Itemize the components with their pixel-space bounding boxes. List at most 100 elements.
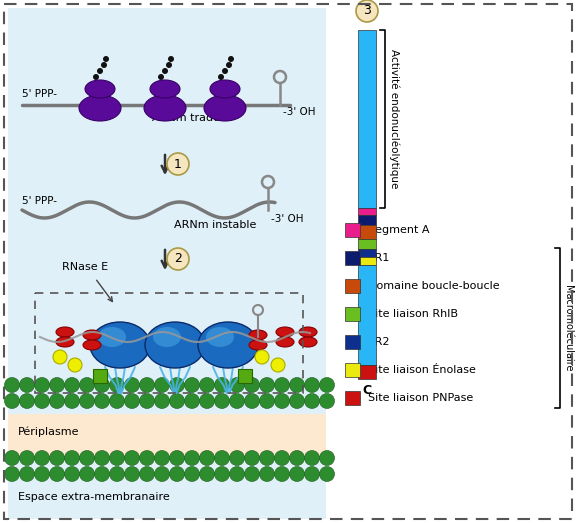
Bar — [345, 223, 360, 237]
Circle shape — [94, 393, 109, 408]
Circle shape — [154, 378, 169, 392]
Ellipse shape — [249, 330, 267, 340]
Bar — [345, 335, 360, 349]
Ellipse shape — [98, 327, 126, 347]
Circle shape — [260, 450, 275, 465]
Circle shape — [65, 393, 79, 408]
Circle shape — [244, 378, 260, 392]
Text: Domaine boucle-boucle: Domaine boucle-boucle — [368, 281, 499, 291]
Circle shape — [68, 358, 82, 372]
Text: Espace extra-membranaire: Espace extra-membranaire — [18, 492, 170, 502]
Circle shape — [305, 393, 320, 408]
Ellipse shape — [153, 327, 181, 347]
Bar — [358, 257, 376, 265]
Ellipse shape — [206, 327, 234, 347]
Circle shape — [20, 378, 35, 392]
Circle shape — [94, 450, 109, 465]
Bar — [238, 369, 252, 383]
Circle shape — [101, 62, 107, 68]
Circle shape — [154, 467, 169, 482]
Ellipse shape — [144, 95, 186, 121]
Bar — [358, 225, 376, 239]
Circle shape — [184, 393, 199, 408]
Bar — [8, 8, 326, 519]
Circle shape — [166, 62, 172, 68]
Ellipse shape — [56, 337, 74, 347]
Circle shape — [93, 74, 99, 80]
Circle shape — [229, 450, 244, 465]
Text: 5' PPP-: 5' PPP- — [22, 89, 57, 99]
Text: ARNm traduit: ARNm traduit — [152, 113, 228, 123]
Circle shape — [5, 393, 20, 408]
Circle shape — [5, 467, 20, 482]
Circle shape — [20, 467, 35, 482]
Ellipse shape — [299, 337, 317, 347]
Circle shape — [260, 378, 275, 392]
Circle shape — [79, 467, 94, 482]
Circle shape — [271, 358, 285, 372]
Ellipse shape — [56, 327, 74, 337]
Circle shape — [229, 467, 244, 482]
Ellipse shape — [276, 337, 294, 347]
Circle shape — [320, 393, 335, 408]
Circle shape — [20, 393, 35, 408]
Ellipse shape — [83, 340, 101, 350]
Circle shape — [255, 350, 269, 364]
Circle shape — [65, 450, 79, 465]
Circle shape — [305, 450, 320, 465]
Text: Site liaison Énolase: Site liaison Énolase — [368, 365, 476, 375]
Text: 5' PPP-: 5' PPP- — [22, 196, 57, 206]
Circle shape — [79, 378, 94, 392]
Bar — [345, 307, 360, 321]
Text: -3' OH: -3' OH — [271, 214, 304, 224]
Circle shape — [229, 393, 244, 408]
Circle shape — [124, 467, 139, 482]
Circle shape — [139, 393, 154, 408]
Circle shape — [50, 467, 65, 482]
Circle shape — [94, 467, 109, 482]
Ellipse shape — [83, 330, 101, 340]
Circle shape — [320, 467, 335, 482]
Circle shape — [244, 467, 260, 482]
Ellipse shape — [210, 80, 240, 98]
Circle shape — [356, 0, 378, 22]
Bar — [8, 414, 326, 456]
Circle shape — [320, 378, 335, 392]
Circle shape — [103, 56, 109, 62]
Circle shape — [305, 378, 320, 392]
Circle shape — [222, 68, 228, 74]
Text: AR2: AR2 — [368, 337, 391, 347]
Circle shape — [35, 467, 50, 482]
Circle shape — [275, 467, 290, 482]
Circle shape — [305, 467, 320, 482]
Text: Site liaison PNPase: Site liaison PNPase — [368, 393, 473, 403]
Circle shape — [35, 393, 50, 408]
Ellipse shape — [299, 327, 317, 337]
Bar — [358, 365, 376, 379]
Bar — [35, 293, 303, 393]
Circle shape — [214, 378, 229, 392]
Circle shape — [65, 467, 79, 482]
Circle shape — [109, 450, 124, 465]
Text: Périplasme: Périplasme — [18, 427, 79, 437]
Circle shape — [244, 393, 260, 408]
Circle shape — [199, 393, 214, 408]
Circle shape — [167, 153, 189, 175]
Text: Site liaison RhlB: Site liaison RhlB — [368, 309, 458, 319]
Circle shape — [290, 393, 305, 408]
Bar — [358, 239, 376, 249]
Circle shape — [35, 450, 50, 465]
Circle shape — [260, 467, 275, 482]
Circle shape — [124, 378, 139, 392]
Circle shape — [275, 393, 290, 408]
Ellipse shape — [198, 322, 258, 368]
Bar — [358, 249, 376, 257]
Circle shape — [79, 393, 94, 408]
Circle shape — [169, 450, 184, 465]
Circle shape — [5, 450, 20, 465]
Circle shape — [169, 378, 184, 392]
Text: -3' OH: -3' OH — [283, 107, 316, 117]
Circle shape — [290, 467, 305, 482]
Circle shape — [109, 378, 124, 392]
Ellipse shape — [204, 95, 246, 121]
